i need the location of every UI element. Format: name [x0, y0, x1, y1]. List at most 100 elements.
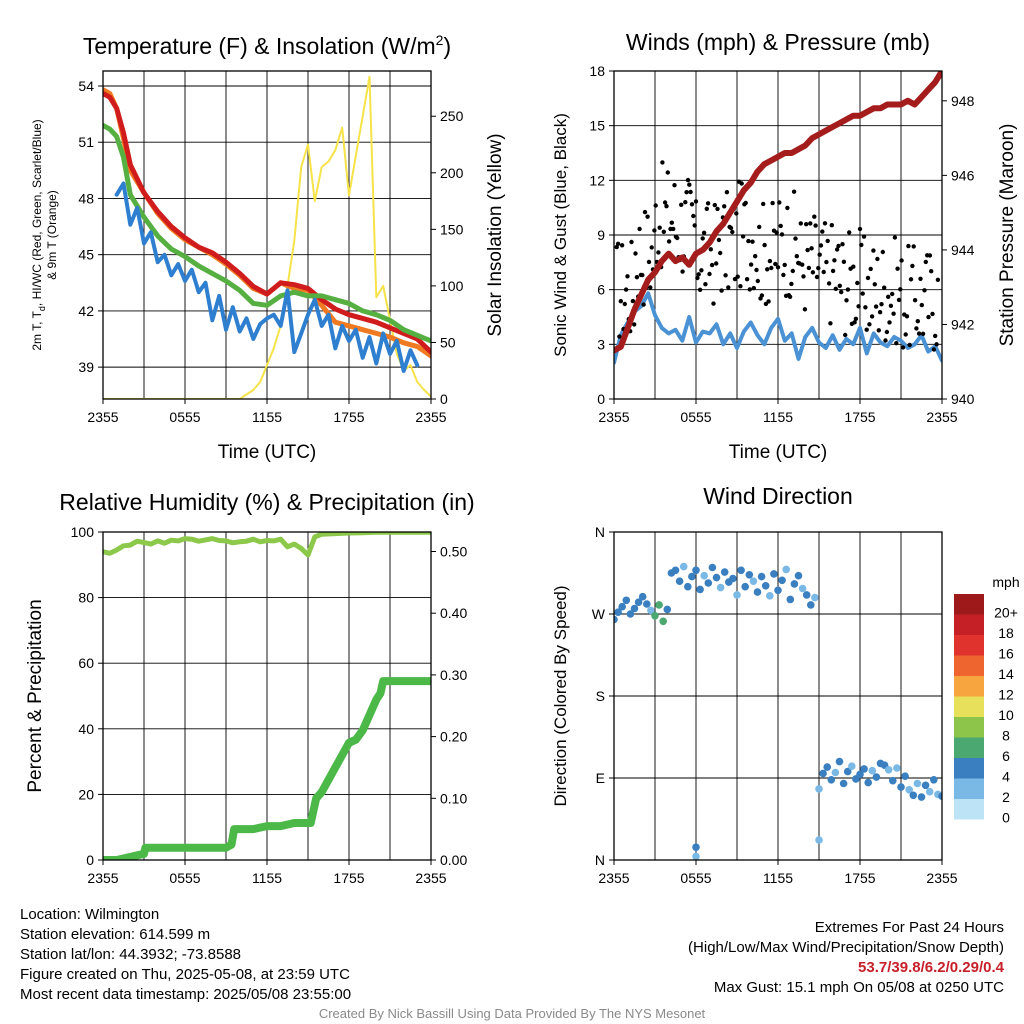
- dir-panel-title: Wind Direction: [703, 483, 853, 509]
- gust-point: [888, 303, 894, 308]
- gust-point: [625, 274, 630, 279]
- y-tick-label: 9: [597, 227, 605, 243]
- direction-point: [679, 562, 688, 571]
- y-tick-label: N: [595, 524, 605, 540]
- gust-point: [837, 283, 842, 288]
- colorbar-swatch: [954, 737, 984, 758]
- y-tick-label: 40: [78, 721, 94, 737]
- gust-point: [920, 331, 926, 336]
- y2-tick-label: 0.40: [440, 605, 467, 621]
- latlon-text: Station lat/lon: 44.3932; -73.8588: [20, 946, 242, 963]
- gust-point: [630, 298, 636, 304]
- extremes-subtitle: (High/Low/Max Wind/Precipitation/Snow De…: [688, 939, 1004, 956]
- temp-ylabel-line1: 2m T, Td, HI/WC (Red, Green, Scarlet/Blu…: [30, 119, 47, 350]
- gust-point: [841, 259, 847, 264]
- gust-point: [871, 248, 876, 253]
- gust-point: [652, 228, 657, 233]
- gust-point: [884, 329, 890, 335]
- gust-point: [704, 206, 709, 211]
- direction-point: [745, 571, 754, 579]
- speed-colorbar: mph 20+ 18 16 14 12 10 8 6 4 2 0: [954, 574, 1020, 825]
- colorbar-unit: mph: [992, 574, 1019, 590]
- gust-point: [806, 265, 812, 271]
- sonic-wind-line: [614, 291, 942, 365]
- gust-point: [935, 277, 941, 282]
- gust-point: [685, 177, 691, 183]
- gust-point: [705, 201, 711, 206]
- direction-point: [835, 757, 844, 766]
- y-tick-label: 54: [78, 78, 94, 94]
- y-tick-label: S: [596, 688, 605, 704]
- direction-point: [930, 776, 938, 784]
- gust-point: [804, 222, 809, 227]
- extremes-title: Extremes For Past 24 Hours: [814, 919, 1004, 936]
- gust-point: [757, 224, 762, 230]
- gust-point: [699, 268, 704, 273]
- gust-point: [683, 200, 688, 205]
- direction-point: [692, 852, 700, 860]
- gust-point: [748, 262, 754, 267]
- gust-point: [687, 182, 692, 187]
- pressure-line: [614, 71, 942, 354]
- gust-point: [765, 267, 770, 272]
- direction-point: [864, 778, 872, 787]
- direction-point: [848, 762, 856, 770]
- gust-point: [648, 285, 653, 290]
- colorbar-label: 20+: [994, 604, 1018, 620]
- gust-point: [809, 246, 814, 251]
- gust-point: [791, 189, 797, 194]
- gust-point: [883, 338, 888, 343]
- gust-point: [773, 261, 778, 267]
- gust-point: [680, 269, 685, 274]
- direction-point: [938, 792, 942, 800]
- gust-point: [622, 301, 627, 307]
- gust-point: [716, 237, 722, 243]
- colorbar-label: 12: [998, 686, 1014, 702]
- direction-point: [618, 602, 626, 611]
- gust-point: [747, 287, 752, 292]
- gust-point: [633, 251, 638, 256]
- gust-point: [813, 223, 818, 228]
- gust-point: [844, 298, 849, 303]
- direction-point: [638, 592, 647, 601]
- direction-point: [741, 582, 749, 591]
- created-text: Figure created on Thu, 2025-05-08, at 23…: [20, 966, 350, 983]
- gust-point: [923, 259, 928, 265]
- direction-point: [684, 582, 692, 591]
- gust-point: [810, 270, 816, 275]
- gust-point: [867, 322, 872, 327]
- x-tick-label: 0555: [169, 409, 200, 425]
- elevation-text: Station elevation: 614.599 m: [20, 926, 211, 943]
- gust-point: [887, 320, 892, 325]
- gust-point: [915, 319, 920, 324]
- gust-point: [801, 274, 806, 279]
- rh-panel-title: Relative Humidity (%) & Precipitation (i…: [59, 489, 474, 515]
- gust-point: [882, 285, 887, 290]
- gust-point: [759, 293, 765, 298]
- extremes-values: 53.7/39.8/6.2/0.29/0.4: [858, 959, 1004, 976]
- gust-point: [899, 258, 904, 263]
- direction-point: [663, 605, 672, 614]
- gust-point: [617, 334, 622, 339]
- gust-point: [926, 314, 931, 320]
- colorbar-swatch: [954, 758, 984, 779]
- gust-point: [618, 299, 623, 304]
- dir-ylabel: Direction (Colored By Speed): [551, 585, 570, 806]
- direction-point: [692, 566, 700, 575]
- humidity-panel: Relative Humidity (%) & Precipitation (i…: [25, 489, 475, 886]
- gust-point: [722, 204, 727, 209]
- y-tick-label: 80: [78, 590, 94, 606]
- gust-point: [762, 242, 767, 248]
- x-tick-label: 0555: [680, 870, 711, 886]
- gust-point: [903, 332, 908, 337]
- gust-point: [825, 238, 830, 244]
- gust-point: [767, 258, 773, 264]
- gust-point: [640, 272, 645, 278]
- gust-point: [793, 236, 798, 241]
- gust-point: [904, 314, 910, 319]
- y-tick-label: W: [592, 606, 606, 622]
- gust-point: [790, 268, 795, 274]
- direction-point: [737, 566, 745, 575]
- gust-point: [922, 288, 927, 293]
- x-tick-label: 2355: [415, 870, 446, 886]
